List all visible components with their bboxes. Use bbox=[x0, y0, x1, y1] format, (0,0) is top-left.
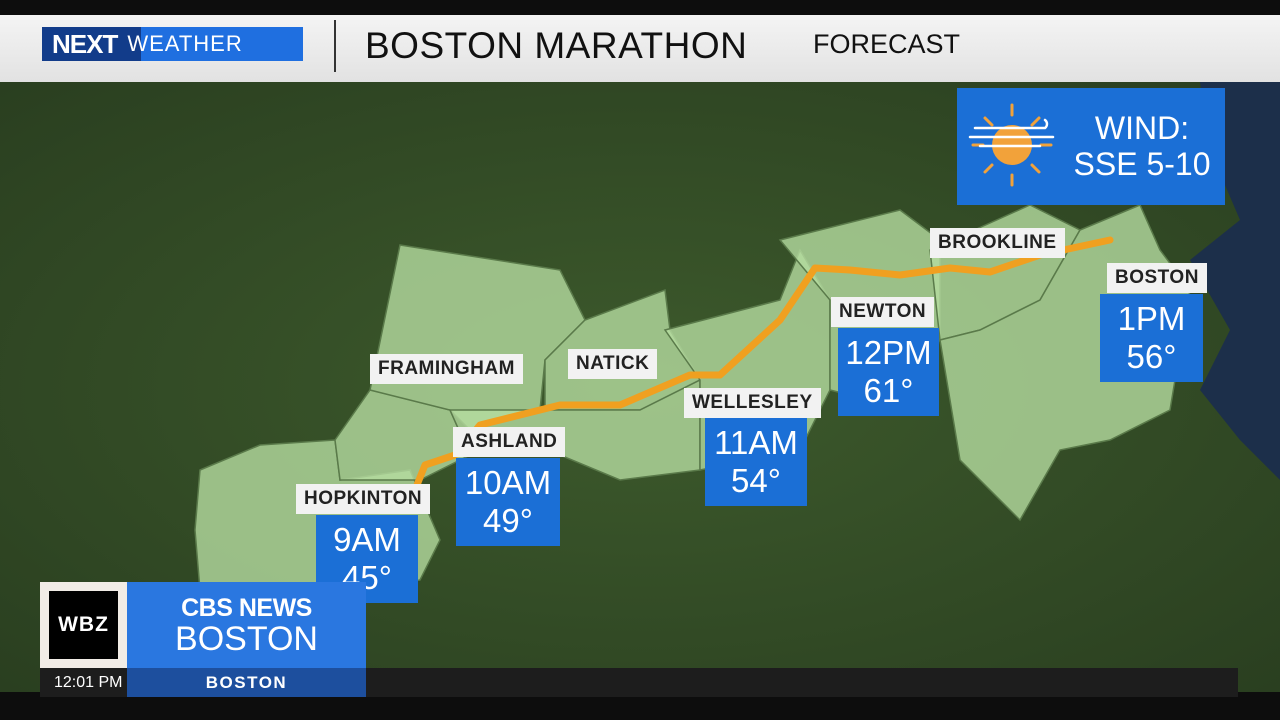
forecast-time: 11AM bbox=[714, 424, 798, 461]
wind-value: SSE 5-10 bbox=[1073, 146, 1211, 182]
forecast-temp: 61° bbox=[863, 372, 914, 409]
forecast-time: 10AM bbox=[464, 464, 552, 501]
forecast-box-ashland: 10AM 49° bbox=[456, 458, 560, 546]
forecast-box-newton: 12PM 61° bbox=[838, 328, 939, 416]
cbs-news-boston-logo: CBS NEWS BOSTON bbox=[127, 582, 366, 668]
forecast-time: 12PM bbox=[845, 334, 932, 371]
forecast-box-wellesley: 11AM 54° bbox=[705, 418, 807, 506]
logo-weather: WEATHER bbox=[127, 31, 243, 56]
town-label-newton: NEWTON bbox=[831, 297, 935, 327]
next-weather-logo: NEXT WEATHER bbox=[42, 27, 303, 61]
town-label-natick: NATICK bbox=[568, 349, 658, 379]
town-label-hopkinton: HOPKINTON bbox=[296, 484, 431, 514]
forecast-temp: 49° bbox=[483, 502, 533, 539]
wbz-logo: WBZ bbox=[40, 582, 127, 668]
town-label-boston: BOSTON bbox=[1107, 263, 1207, 293]
location-tag: BOSTON bbox=[127, 668, 366, 697]
page-title: BOSTON MARATHON bbox=[365, 25, 748, 66]
town-label-wellesley: WELLESLEY bbox=[684, 388, 821, 418]
forecast-time: 1PM bbox=[1117, 300, 1186, 337]
town-label-ashland: ASHLAND bbox=[453, 427, 566, 457]
town-label-framingham: FRAMINGHAM bbox=[370, 354, 523, 384]
clock: 12:01 PM bbox=[54, 674, 123, 691]
forecast-temp: 56° bbox=[1126, 338, 1177, 375]
divider bbox=[334, 20, 336, 72]
logo-next: NEXT bbox=[52, 28, 118, 59]
forecast-temp: 54° bbox=[731, 462, 781, 499]
town-label-brookline: BROOKLINE bbox=[930, 228, 1065, 258]
wind-label: WIND: bbox=[1094, 110, 1190, 146]
wind-panel: WIND: SSE 5-10 bbox=[957, 88, 1225, 205]
forecast-box-boston: 1PM 56° bbox=[1100, 294, 1203, 382]
network-name: CBS NEWS bbox=[181, 594, 312, 622]
network-city: BOSTON bbox=[175, 620, 318, 658]
page-subtitle: FORECAST bbox=[813, 29, 961, 59]
ocean bbox=[1190, 82, 1280, 480]
station-name: WBZ bbox=[49, 591, 118, 659]
sun-wind-icon bbox=[968, 103, 1055, 187]
header-bar: NEXT WEATHER BOSTON MARATHON FORECAST bbox=[0, 15, 1280, 82]
forecast-time: 9AM bbox=[333, 521, 401, 558]
